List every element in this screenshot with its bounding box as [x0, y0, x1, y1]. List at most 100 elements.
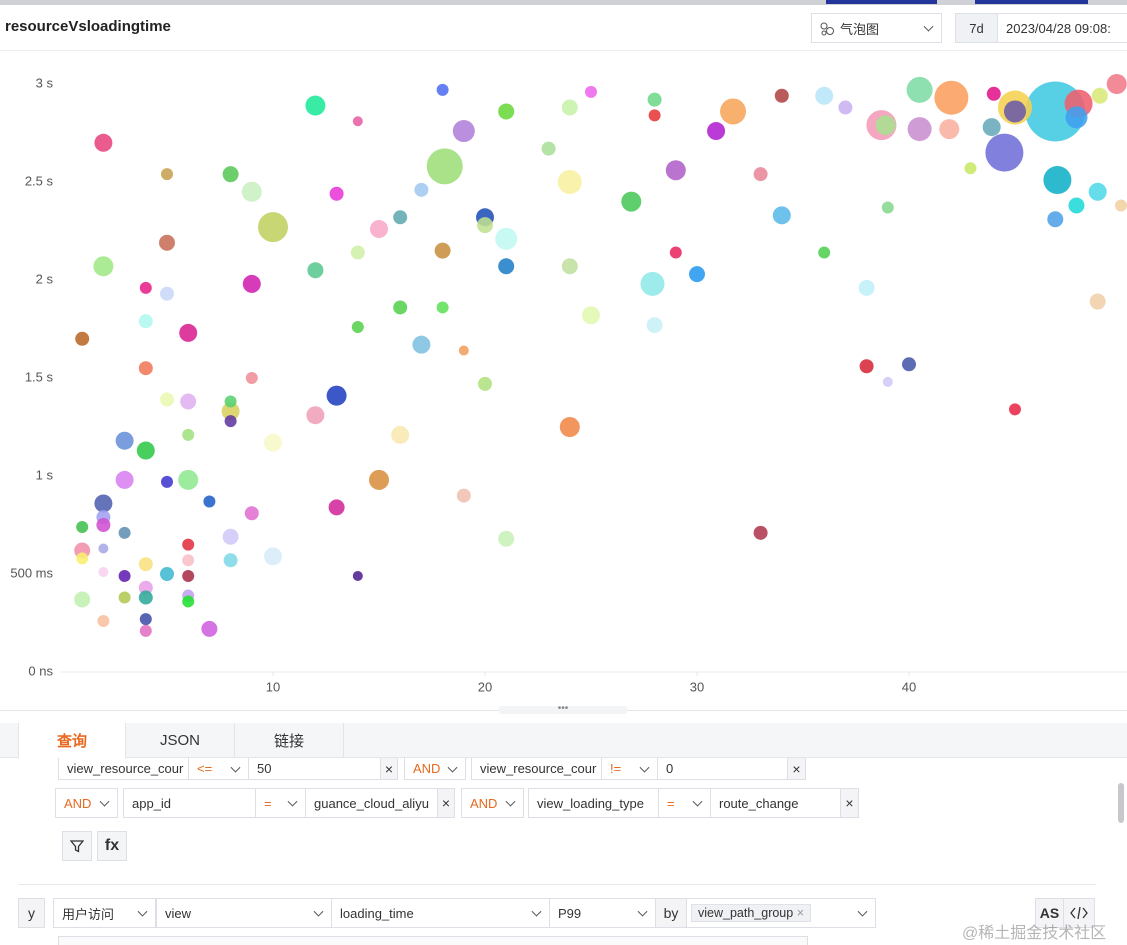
- bubble: [258, 212, 288, 243]
- bubble: [161, 475, 173, 488]
- filter-joiner[interactable]: AND: [404, 758, 466, 780]
- y-tick-label: 1.5 s: [25, 369, 54, 384]
- bubble: [223, 553, 238, 568]
- bubble: [585, 85, 597, 98]
- bubble: [647, 92, 662, 107]
- bubble: [498, 258, 515, 275]
- group: view_path_group: [698, 906, 794, 920]
- bubble: [939, 119, 960, 140]
- bubble: [906, 76, 933, 103]
- bubble: [98, 543, 109, 554]
- bubble: [982, 118, 1001, 137]
- bubble-chart: 0 ns 500 ms 1 s 1.5 s 2 s 2.5 s 3 s 10 20 30 40: [10, 74, 1127, 694]
- field-select[interactable]: loading_time: [331, 898, 550, 928]
- chart-type-select[interactable]: 气泡图: [811, 13, 942, 43]
- y-tick-label: 2.5 s: [25, 173, 54, 188]
- bubble: [882, 376, 893, 387]
- code-button[interactable]: [1063, 898, 1095, 928]
- fx-button[interactable]: fx: [97, 831, 127, 861]
- bubble: [498, 530, 515, 547]
- y-tick-label: 0 ns: [28, 663, 53, 678]
- remove-button[interactable]: ×: [380, 758, 398, 780]
- bubble: [1115, 199, 1127, 212]
- bubble: [115, 431, 134, 450]
- bubble: [1106, 74, 1127, 94]
- filter-value[interactable]: route_change: [710, 788, 841, 818]
- filter-operator[interactable]: <=: [188, 758, 249, 780]
- tab[interactable]: 查询: [18, 723, 126, 758]
- bubble: [881, 201, 894, 214]
- code-icon: [1070, 906, 1088, 920]
- filter-joiner[interactable]: AND: [55, 788, 118, 818]
- object-select[interactable]: view: [156, 898, 332, 928]
- bubble: [264, 433, 282, 452]
- bubble: [561, 258, 578, 275]
- bubble: [178, 469, 199, 490]
- bubble: [182, 569, 195, 582]
- source-select[interactable]: 用户访问: [53, 898, 156, 928]
- filter-joiner[interactable]: AND: [461, 788, 524, 818]
- range-button[interactable]: 7d: [955, 13, 998, 43]
- remove-button[interactable]: ×: [787, 758, 806, 780]
- function-select[interactable]: P99: [549, 898, 656, 928]
- filter-operator[interactable]: =: [658, 788, 711, 818]
- bubble: [1043, 166, 1072, 195]
- bubble: [772, 206, 791, 225]
- y-tick-label: 500 ms: [10, 565, 53, 580]
- remove-button[interactable]: ×: [437, 788, 455, 818]
- top-strip: [0, 0, 1127, 5]
- filter-field[interactable]: view_resource_cour: [471, 758, 602, 780]
- bubble: [328, 499, 345, 516]
- bubble: [242, 274, 261, 293]
- alias-button[interactable]: AS: [1035, 898, 1064, 928]
- bubble: [559, 417, 580, 437]
- bubble: [393, 300, 408, 315]
- filter-button[interactable]: [62, 831, 92, 861]
- bubble: [665, 160, 686, 181]
- x-tick-label: 40: [902, 679, 916, 694]
- bubble: [350, 245, 365, 260]
- y-tick-label: 1 s: [36, 467, 54, 482]
- range: 7d: [969, 20, 984, 36]
- bubble: [306, 406, 325, 425]
- resize-handle[interactable]: •••: [498, 704, 628, 714]
- filter-operator[interactable]: =: [255, 788, 306, 818]
- bubble: [182, 554, 195, 567]
- filter-value[interactable]: 0: [657, 758, 788, 780]
- bubble: [648, 109, 661, 122]
- tab-bar: [0, 723, 1127, 758]
- group-select[interactable]: view_path_group ×: [686, 898, 876, 928]
- filter-field[interactable]: app_id: [123, 788, 256, 818]
- top-button[interactable]: [826, 0, 937, 4]
- bubble: [305, 95, 326, 116]
- bubble: [241, 181, 262, 202]
- remove-button[interactable]: ×: [840, 788, 859, 818]
- bubble: [182, 428, 195, 441]
- bubble: [561, 99, 578, 116]
- filter-value[interactable]: 50: [248, 758, 381, 780]
- filter-field[interactable]: view_resource_cour: [58, 758, 189, 780]
- scrollbar[interactable]: [1118, 783, 1124, 823]
- bubble: [1009, 403, 1021, 416]
- axis-label[interactable]: y: [18, 898, 45, 928]
- bubble: [351, 321, 364, 334]
- bubble: [436, 301, 449, 314]
- bubble: [646, 317, 663, 334]
- bubble: [224, 415, 237, 428]
- filter-value[interactable]: guance_cloud_aliyu: [305, 788, 438, 818]
- bubble: [640, 271, 665, 296]
- group-tag[interactable]: view_path_group ×: [691, 904, 812, 922]
- filter-field[interactable]: view_loading_type: [528, 788, 659, 818]
- bubble: [352, 570, 363, 581]
- bubble: [414, 182, 429, 197]
- time-picker[interactable]: 2023/04/28 09:08:: [997, 13, 1127, 43]
- bubble: [1068, 197, 1085, 214]
- bubble: [160, 286, 174, 301]
- bubble: [458, 345, 469, 356]
- tab[interactable]: 链接: [235, 723, 344, 758]
- bubble: [477, 217, 493, 234]
- tab[interactable]: JSON: [126, 723, 235, 758]
- filter-operator[interactable]: !=: [601, 758, 658, 780]
- bubble: [859, 359, 874, 374]
- top-button[interactable]: [975, 0, 1088, 4]
